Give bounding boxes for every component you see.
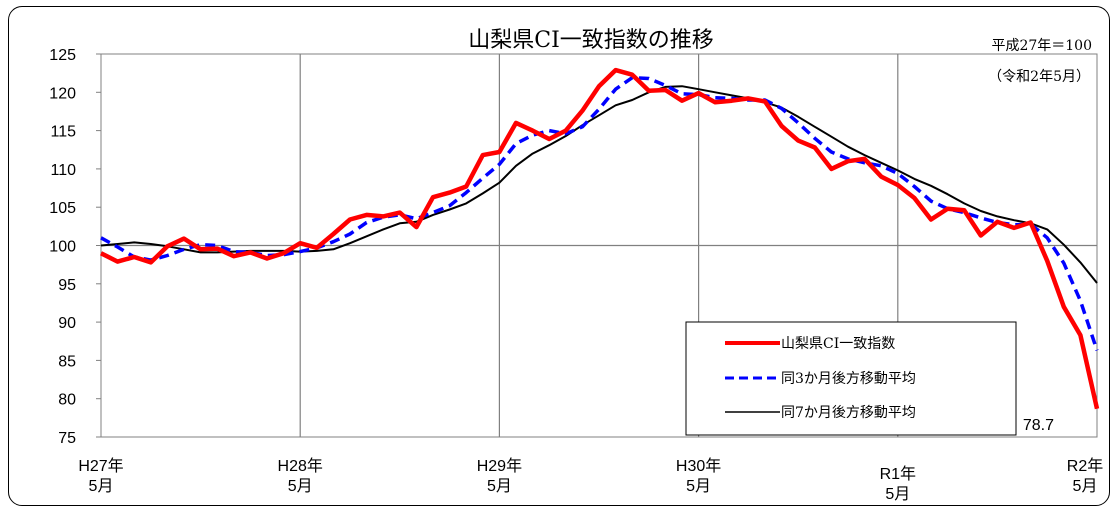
- y-tick-label: 110: [50, 162, 76, 179]
- series-lines: [99, 67, 1100, 410]
- y-tick-label: 120: [49, 85, 76, 102]
- y-tick-label: 105: [49, 200, 76, 217]
- y-tick-label: 115: [50, 124, 76, 141]
- legend-label-7mma: 同7か月後方移動平均: [781, 405, 916, 421]
- series-3m-moving-average: [100, 75, 1099, 351]
- y-tick-label: 95: [58, 277, 76, 294]
- y-tick-label: 80: [58, 392, 76, 409]
- chart-title: 山梨県CI一致指数の推移: [468, 28, 714, 53]
- legend-label-3mma: 同3か月後方移動平均: [781, 371, 916, 387]
- y-tick-label: 100: [49, 239, 76, 256]
- x-tick-label-line2: 5月: [288, 478, 313, 495]
- legend-label-index: 山梨県CI一致指数: [781, 336, 895, 352]
- x-tick-label-line2: 5月: [686, 478, 711, 495]
- end-value-label: 78.7: [1023, 417, 1054, 434]
- x-tick-label-line1: H29年: [477, 457, 522, 475]
- series-7m-moving-average: [100, 85, 1098, 284]
- x-tick-label-line2: 5月: [1073, 478, 1098, 495]
- date-note: （令和2年5月）: [988, 69, 1090, 85]
- y-tick-label: 85: [58, 353, 76, 370]
- x-tick-label-line1: R2年: [1067, 457, 1103, 475]
- y-tick-label: 75: [58, 430, 76, 447]
- x-tick-label-line1: H28年: [278, 457, 323, 475]
- x-tick-label-line2: 5月: [885, 486, 910, 503]
- base-year-note: 平成27年＝100: [991, 38, 1092, 54]
- x-tick-label-line2: 5月: [487, 478, 512, 495]
- x-tick-label-line2: 5月: [89, 478, 114, 495]
- y-tick-label: 125: [49, 47, 76, 64]
- y-axis: 125 120 115 110 105 100 95 90 85 80 75: [49, 47, 101, 447]
- legend: 山梨県CI一致指数 同3か月後方移動平均 同7か月後方移動平均: [685, 321, 1017, 436]
- x-tick-label-line1: R1年: [880, 465, 916, 483]
- series-ci-index: [99, 67, 1100, 410]
- x-tick-label-line1: H27年: [78, 457, 123, 475]
- x-tick-label-line1: H30年: [676, 457, 721, 475]
- x-axis: H27年 5月 H28年 5月 H29年 5月 H30年 5月 R1年 5月 R2年 5月: [78, 457, 1103, 503]
- y-tick-label: 90: [58, 315, 76, 332]
